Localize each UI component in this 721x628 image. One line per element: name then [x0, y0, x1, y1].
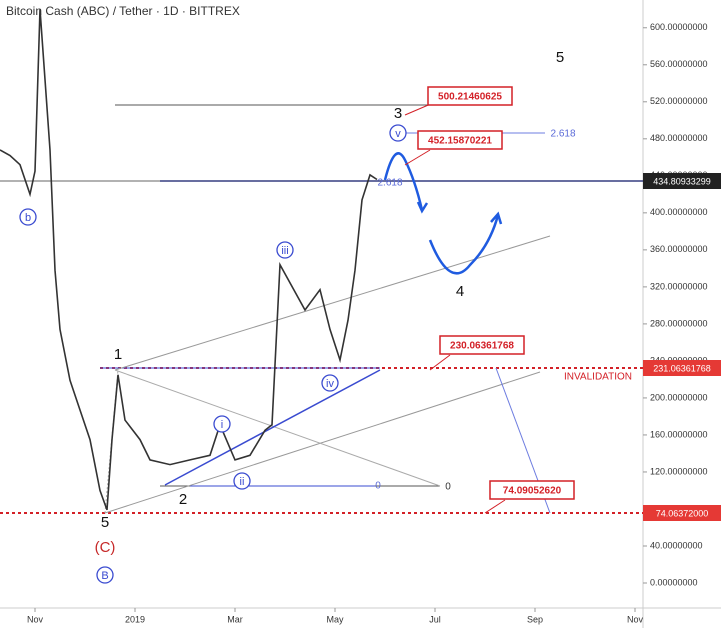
x-tick-label: Jul: [429, 614, 441, 624]
annotation: 5: [101, 514, 109, 531]
y-tick-label: 520.00000000: [650, 96, 708, 106]
x-tick-label: 2019: [125, 614, 145, 624]
annotation: 2: [179, 491, 187, 508]
wave-label: i: [221, 419, 223, 431]
annotation: 0: [445, 482, 451, 493]
annotation: INVALIDATION: [564, 372, 632, 383]
level-box: [439, 335, 525, 355]
wave-circle: [213, 415, 231, 433]
level-box: [427, 86, 513, 106]
y-tick-label: 160.00000000: [650, 429, 708, 439]
y-tick-label: 40.00000000: [650, 540, 703, 550]
annotation: 2.618: [377, 178, 402, 189]
annotation: 1: [114, 346, 122, 363]
wave-circle: [321, 374, 339, 392]
x-tick-label: Nov: [627, 614, 644, 624]
y-tick-label: 400.00000000: [650, 207, 708, 217]
chart-title: Bitcoin Cash (ABC) / Tether · 1D · BITTR…: [6, 4, 240, 18]
price-tag: [643, 173, 721, 189]
annotation: 4: [456, 283, 464, 300]
y-tick-label: 480.00000000: [650, 133, 708, 143]
x-tick-label: Mar: [227, 614, 243, 624]
y-tick-label: 200.00000000: [650, 392, 708, 402]
level-label: 230.06361768: [450, 341, 514, 352]
annotation: (C): [95, 539, 116, 556]
x-tick-label: May: [326, 614, 344, 624]
price-line: [0, 9, 378, 511]
level-label: 452.15870221: [428, 136, 492, 147]
x-tick-label: Nov: [27, 614, 44, 624]
level-label: 500.21460625: [438, 92, 502, 103]
y-tick-label: 120.00000000: [650, 466, 708, 476]
wave-label: b: [25, 212, 31, 224]
annotation: 3: [394, 105, 402, 122]
y-tick-label: 0.00000000: [650, 577, 698, 587]
y-tick-label: 320.00000000: [650, 281, 708, 291]
price-tag-label: 231.06361768: [653, 363, 711, 373]
annotation: 5: [556, 49, 564, 66]
level-box: [489, 480, 575, 500]
wave-circle: [276, 241, 294, 259]
wave-label: B: [101, 570, 108, 582]
wave-circle: [19, 208, 37, 226]
x-tick-label: Sep: [527, 614, 543, 624]
level-label: 74.09052620: [503, 486, 562, 497]
annotation: 0: [375, 481, 381, 492]
wave-circle: [233, 472, 251, 490]
wave-circle: [389, 124, 407, 142]
wave-label: v: [395, 128, 401, 140]
wave-circle: [96, 566, 114, 584]
y-tick-label: 560.00000000: [650, 59, 708, 69]
price-tag-label: 74.06372000: [656, 508, 709, 518]
wave-label: iii: [281, 245, 288, 257]
price-tag: [643, 360, 721, 376]
y-tick-label: 360.00000000: [650, 244, 708, 254]
wave-label: iv: [326, 378, 334, 390]
y-tick-label: 600.00000000: [650, 22, 708, 32]
wave-label: ii: [240, 476, 245, 488]
annotation: 2.618: [550, 129, 575, 140]
price-tag-label: 434.80933299: [653, 176, 711, 186]
price-tag: [643, 505, 721, 521]
level-box: [417, 130, 503, 150]
y-tick-label: 280.00000000: [650, 318, 708, 328]
